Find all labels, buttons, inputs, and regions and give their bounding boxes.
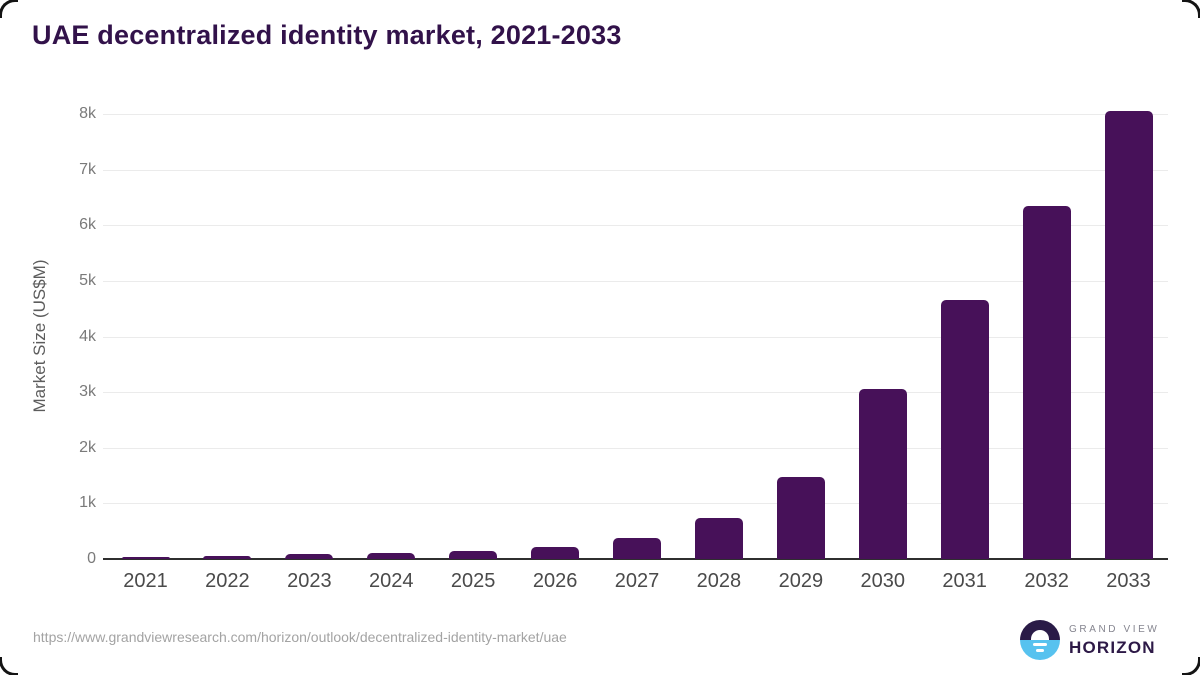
screen-corner xyxy=(1182,657,1200,675)
logo-text: GRAND VIEW HORIZON xyxy=(1069,624,1159,657)
y-tick-label-4k: 4k xyxy=(79,327,96,345)
x-tick-label-2022: 2022 xyxy=(205,570,250,592)
grand-view-horizon-logo: GRAND VIEW HORIZON xyxy=(1020,620,1159,660)
horizon-sunset-icon xyxy=(1020,620,1060,660)
y-tick-label-8k: 8k xyxy=(79,105,96,122)
x-tick-label-2023: 2023 xyxy=(287,570,332,592)
gridline-3k xyxy=(103,392,1168,394)
x-tick-label-2028: 2028 xyxy=(696,570,742,592)
screen-corner xyxy=(0,657,18,675)
x-tick-label-2030: 2030 xyxy=(860,570,906,592)
source-url: https://www.grandviewresearch.com/horizo… xyxy=(33,629,567,645)
bar-2026 xyxy=(531,546,580,559)
bar-2022 xyxy=(203,555,252,559)
gridline-7k xyxy=(103,169,1168,171)
x-tick-label-2032: 2032 xyxy=(1024,570,1069,592)
x-tick-label-2029: 2029 xyxy=(778,570,824,592)
sun-icon xyxy=(1031,630,1049,640)
y-tick-label-1k: 1k xyxy=(79,494,96,512)
x-tick-label-2033: 2033 xyxy=(1106,570,1151,592)
chart-title: UAE decentralized identity market, 2021-… xyxy=(32,20,622,50)
gridline-8k xyxy=(103,114,1168,115)
bar-2031 xyxy=(940,299,989,559)
bar-2033 xyxy=(1104,110,1153,559)
screen-corner xyxy=(0,0,18,18)
reflection-line xyxy=(1033,643,1047,646)
x-tick-label-2021: 2021 xyxy=(123,570,168,592)
y-tick-label-3k: 3k xyxy=(79,383,96,401)
logo-brand-name: GRAND VIEW xyxy=(1069,623,1160,635)
bar-2030 xyxy=(858,389,907,559)
bar-2024 xyxy=(367,553,416,559)
x-tick-label-2024: 2024 xyxy=(369,570,414,592)
bar-2029 xyxy=(776,477,825,559)
bar-2025 xyxy=(449,550,498,559)
bar-2032 xyxy=(1022,206,1071,559)
x-axis-line xyxy=(103,558,1168,560)
y-tick-label-2k: 2k xyxy=(79,438,96,456)
bar-2023 xyxy=(285,554,334,559)
x-tick-label-2031: 2031 xyxy=(942,570,987,592)
gridline-4k xyxy=(103,336,1168,338)
bar-2021 xyxy=(121,556,170,559)
y-tick-label-7k: 7k xyxy=(79,160,96,178)
x-tick-label-2026: 2026 xyxy=(532,570,578,592)
bar-2027 xyxy=(613,538,661,559)
y-tick-label-5k: 5k xyxy=(79,271,96,289)
gridline-1k xyxy=(103,503,1168,505)
gridline-6k xyxy=(103,225,1168,227)
logo-product-name: HORIZON xyxy=(1069,637,1156,657)
y-tick-label-0: 0 xyxy=(87,550,96,567)
gridline-2k xyxy=(103,447,1168,449)
y-tick-label-6k: 6k xyxy=(79,216,96,234)
reflection-line xyxy=(1036,649,1044,652)
bar-2028 xyxy=(694,518,743,559)
x-tick-label-2025: 2025 xyxy=(450,570,496,592)
x-tick-label-2027: 2027 xyxy=(614,570,660,592)
gridline-5k xyxy=(103,280,1168,282)
screen-corner xyxy=(1182,0,1200,18)
